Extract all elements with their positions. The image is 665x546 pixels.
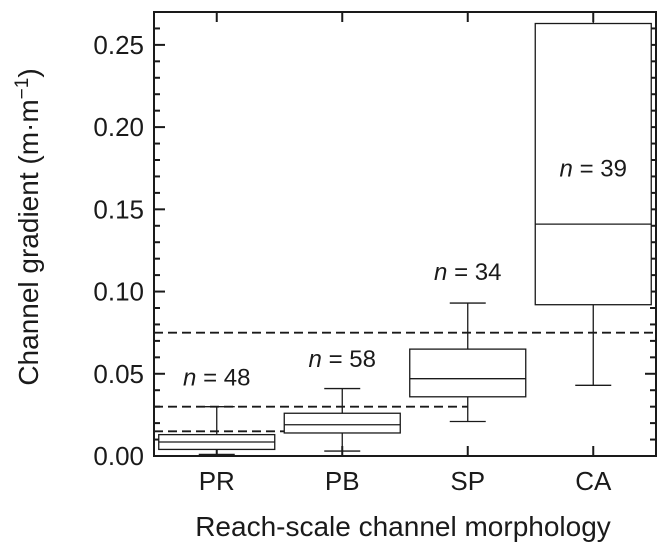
- y-tick-label: 0.00: [93, 441, 144, 471]
- y-axis-title-superscript: −1: [12, 78, 33, 100]
- n-value: = 48: [196, 364, 250, 391]
- x-tick-label-pb: PB: [325, 466, 360, 496]
- box-pb: [283, 412, 401, 434]
- y-tick-label: 0.25: [93, 30, 144, 60]
- y-tick-label: 0.15: [93, 194, 144, 224]
- y-tick-label: 0.20: [93, 112, 144, 142]
- n-symbol: n: [183, 364, 196, 391]
- n-value: = 34: [447, 259, 501, 286]
- y-axis-title-close: ): [13, 68, 44, 77]
- x-tick-label-pr: PR: [199, 466, 235, 496]
- x-axis-title: Reach-scale channel morphology: [195, 511, 611, 542]
- plot-frame: [153, 11, 657, 457]
- n-symbol: n: [309, 346, 322, 373]
- x-tick-label-sp: SP: [450, 466, 485, 496]
- n-label-ca: n = 39: [560, 155, 627, 182]
- box-ca: [534, 22, 652, 306]
- y-axis-title-main: Channel gradient (m·m: [13, 99, 44, 385]
- n-value: = 58: [322, 346, 376, 373]
- n-symbol: n: [434, 259, 447, 286]
- n-label-pb: n = 58: [309, 346, 376, 373]
- x-tick-label-ca: CA: [575, 466, 612, 496]
- y-tick-label: 0.10: [93, 277, 144, 307]
- n-label-pr: n = 48: [183, 364, 250, 391]
- y-axis-title: Channel gradient (m·m−1): [12, 68, 45, 385]
- y-tick-label: 0.05: [93, 359, 144, 389]
- box-sp: [409, 348, 527, 398]
- n-value: = 39: [573, 155, 627, 182]
- n-label-sp: n = 34: [434, 259, 501, 286]
- n-symbol: n: [560, 155, 573, 182]
